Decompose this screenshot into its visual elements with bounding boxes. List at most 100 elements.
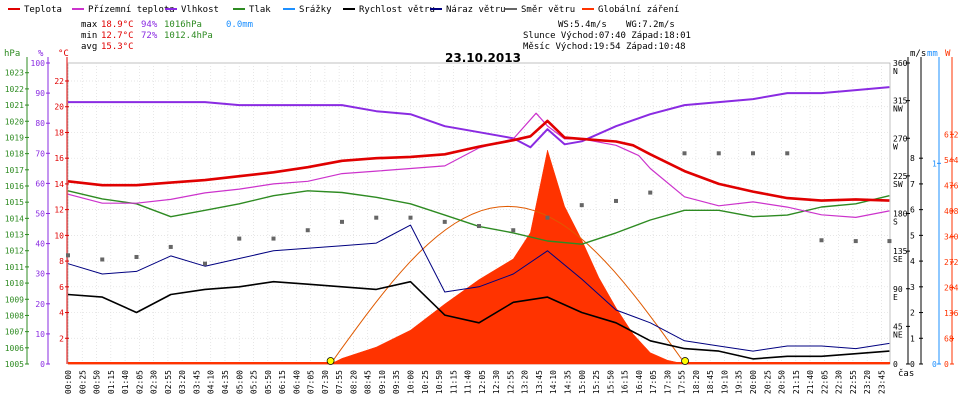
legend-item-4: Srážky [283,5,332,15]
axis-percent-tick-label: 40 [35,240,45,249]
legend-item-8: Globální záření [582,5,679,15]
sunset-marker [681,357,689,365]
axis-celsius-tick-label: 16 [54,154,64,163]
legend-label: Globální záření [598,5,679,15]
wind-direction-point [887,239,892,244]
axis-percent-tick-label: 0 [40,360,45,369]
moon-times: Měsíc Východ:19:54 Západ:10:48 [523,42,686,52]
x-tick-label: 11:15 [449,370,458,394]
axis-celsius-tick-label: 14 [54,180,64,189]
wind-direction-point [477,224,481,229]
axis-celsius-tick-label: 12 [54,206,64,215]
x-tick-label: 12:55 [506,370,515,394]
x-tick-label: 14:35 [563,370,572,394]
stats-max-rain: 0.0mm [226,20,253,30]
axis-wm2-tick-label: 68 [944,334,954,343]
chart-legend: Teplota Přízemní teplota Vlhkost Tlak Srážky… [8,5,679,15]
x-tick-label: 06:40 [292,370,301,394]
wind-direction-point [682,151,687,156]
astro-block: WS:5.4m/s WG:7.2m/s Slunce Východ:07:40 … [523,20,691,52]
axis-ms-tick-label: 2 [910,309,915,318]
x-tick-label: 16:40 [635,370,644,394]
x-tick-label: 01:15 [107,370,116,394]
wind-direction-point [511,228,516,233]
x-tick-label: 00:25 [78,370,87,394]
axis-ms-tick-label: 0 [910,360,915,369]
x-tick-label: 03:20 [178,370,187,394]
axis-direction-tick-label-dir: SE [893,255,903,264]
plot-area [66,86,892,365]
wind-direction-point [545,215,550,220]
x-tick-label: 09:10 [378,370,387,394]
wind-direction-point [442,219,447,224]
axis-hpa-tick-label: 1022 [5,85,24,94]
legend-label: Přízemní teplota [88,5,175,15]
wind-gust-summary: WG:7.2m/s [626,20,675,30]
axis-hpa-tick-label: 1011 [5,263,24,272]
stats-min-label: min [81,31,97,41]
legend-label: Rychlost větru [359,5,435,15]
x-tick-label: 01:40 [121,370,130,394]
unit-celsius: °C [58,49,69,59]
axis-hpa-tick-label: 1023 [5,69,24,78]
legend-item-5: Rychlost větru [343,5,435,15]
legend-item-6: Náraz větru [430,5,506,15]
axis-ms-tick-label: 4 [910,257,915,266]
x-tick-label: 17:05 [649,370,658,394]
x-tick-label: 21:40 [806,370,815,394]
axis-celsius-tick-label: 4 [59,309,64,318]
axis-mm-tick-label: 1 [932,159,937,168]
axis-percent-tick-label: 70 [35,149,45,158]
stats-min-hum: 72% [141,31,158,41]
wind-direction-point [614,198,618,203]
stats-avg-label: avg [81,42,97,52]
axis-hpa-tick-label: 1005 [5,360,24,369]
axis-percent-tick-label: 50 [35,210,45,219]
axis-ms: 0 1 2 3 4 5 6 7 8 [910,57,923,369]
legend-item-7: Směr větru [505,5,575,15]
axis-wm2-tick-label: 612 [944,130,959,139]
axis-wm2-tick-label: 136 [944,309,959,318]
axis-wm2-tick-label: 476 [944,181,959,190]
axis-hpa-tick-label: 1017 [5,166,24,175]
wind-direction-point [374,215,379,220]
x-tick-label: 15:25 [592,370,601,394]
axis-hpa-tick-label: 1018 [5,150,24,159]
wind-direction-point [648,190,653,195]
axis-celsius-tick-label: 8 [59,257,64,266]
axis-celsius-tick-label: 2 [59,334,64,343]
axis-direction-tick-label-dir: NE [893,330,903,339]
x-tick-label: 02:55 [164,370,173,394]
x-tick-label: 06:15 [278,370,287,394]
axis-percent-tick-label: 100 [31,59,46,68]
x-axis-label: čas [898,368,914,379]
wind-direction-point [66,253,70,258]
x-tick-label: 16:15 [621,370,630,394]
stats-max-label: max [81,20,98,30]
axis-celsius-tick-label: 22 [54,77,64,86]
y-axes: 1005100610071008100910101011101210131014… [5,57,959,369]
wind-speed-summary: WS:5.4m/s [558,20,607,30]
x-tick-label: 00:00 [64,370,73,394]
x-tick-label: 17:55 [678,370,687,394]
axis-hpa-tick-label: 1016 [5,182,24,191]
axis-wm2-tick-label: 544 [944,156,959,165]
x-tick-label: 22:55 [849,370,858,394]
theoretical-solar-curve [330,205,686,365]
x-tick-label: 02:05 [135,370,144,394]
sunrise-marker [326,357,335,365]
x-tick-label: 22:30 [835,370,844,394]
wind-direction-point [408,215,413,220]
unit-wm2: W [945,49,951,59]
x-tick-label: 20:00 [749,370,758,394]
axis-direction-tick-label: 360 [893,59,908,68]
x-tick-label: 21:15 [792,370,801,394]
axis-direction-tick-label: 90 [893,285,903,294]
x-tick-label: 07:55 [335,370,344,394]
x-tick-label: 00:50 [93,370,102,394]
legend-label: Náraz větru [446,5,506,15]
axis-direction-tick-label: 225 [893,172,908,181]
